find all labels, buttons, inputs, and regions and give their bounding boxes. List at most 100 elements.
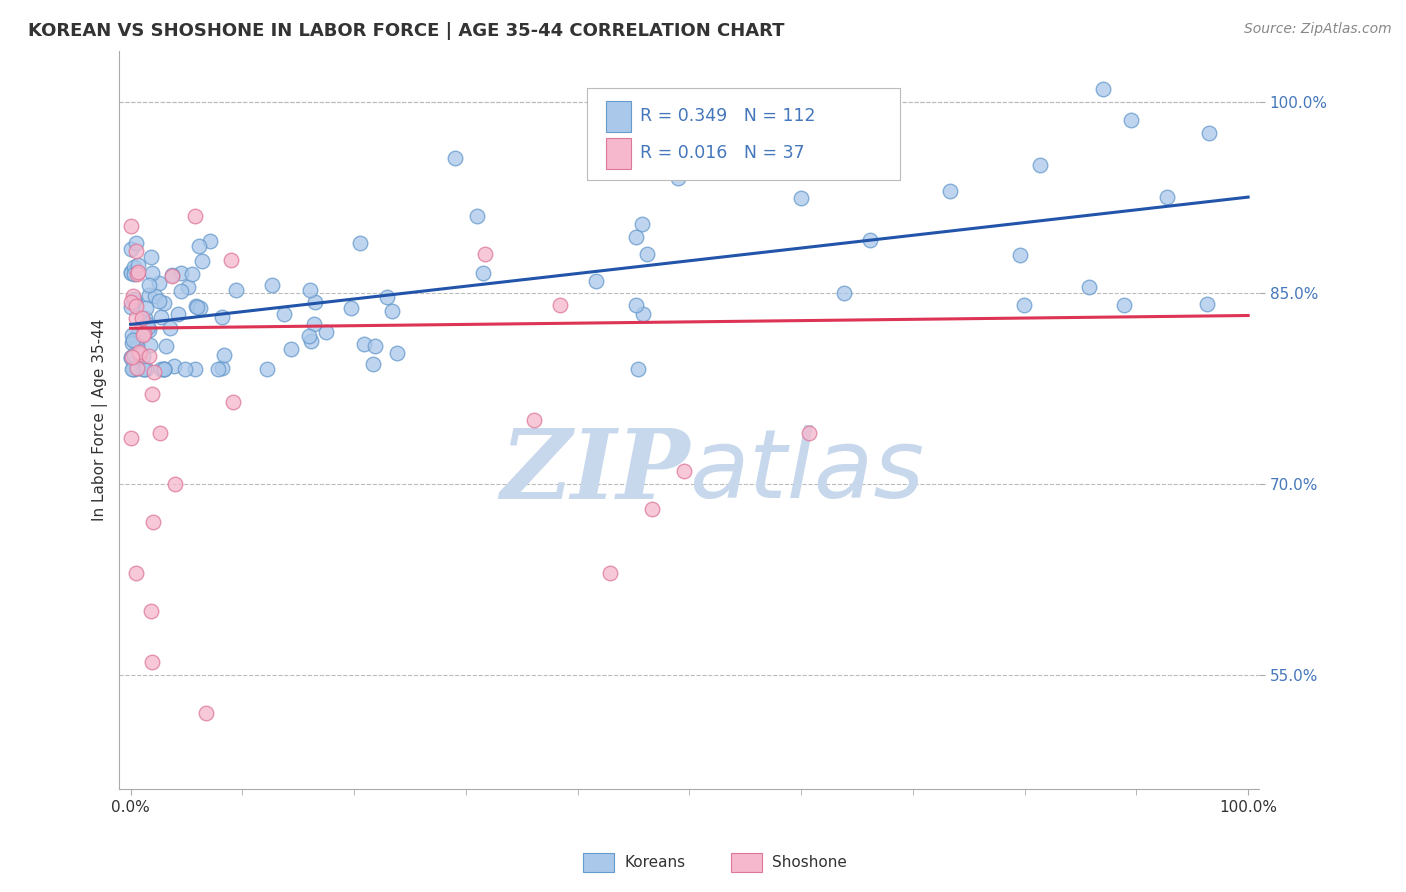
Point [125, 566, 148, 580]
Point [471, 266, 494, 280]
Point [1012, 298, 1035, 312]
Point [167, 307, 190, 321]
Point [148, 293, 170, 308]
Point [626, 298, 648, 312]
Point [125, 339, 148, 353]
Text: R = 0.016   N = 37: R = 0.016 N = 37 [640, 145, 806, 162]
Point [155, 339, 177, 353]
Point [385, 346, 408, 360]
Point [127, 264, 149, 278]
Point [121, 334, 143, 348]
Point [1008, 248, 1031, 262]
Point [1198, 126, 1220, 140]
Point [548, 298, 571, 312]
Point [262, 278, 284, 293]
Point [153, 296, 176, 310]
Point [132, 349, 155, 363]
Point [304, 318, 326, 332]
Point [160, 268, 183, 283]
Point [474, 247, 496, 261]
Point [165, 476, 187, 491]
Point [799, 425, 821, 440]
Point [153, 362, 176, 376]
Point [219, 252, 242, 267]
Point [122, 292, 145, 306]
Point [121, 335, 143, 350]
Point [198, 234, 221, 248]
Point [122, 267, 145, 281]
Point [664, 97, 686, 112]
Point [141, 387, 163, 401]
Point [298, 283, 321, 297]
Point [120, 219, 142, 233]
Point [125, 310, 148, 325]
Point [443, 152, 465, 166]
Point [1114, 298, 1136, 312]
Point [120, 265, 142, 279]
Point [1119, 113, 1142, 128]
Point [138, 349, 160, 363]
Point [256, 362, 278, 376]
Point [624, 230, 647, 244]
Point [150, 362, 173, 376]
Point [212, 348, 235, 362]
Point [170, 266, 193, 280]
Point [131, 311, 153, 326]
Point [148, 277, 170, 291]
Point [120, 351, 142, 365]
Point [149, 425, 172, 440]
Point [138, 323, 160, 337]
Point [129, 347, 152, 361]
Point [180, 267, 202, 281]
Point [633, 307, 655, 321]
Point [134, 311, 156, 326]
Point [120, 350, 142, 364]
Point [790, 191, 813, 205]
Point [195, 706, 218, 720]
Point [188, 239, 211, 253]
Point [120, 294, 142, 309]
Point [127, 267, 149, 281]
Point [121, 362, 143, 376]
Point [127, 258, 149, 272]
Point [211, 310, 233, 324]
Point [139, 604, 162, 618]
Point [124, 362, 146, 376]
Point [120, 242, 142, 256]
Point [225, 284, 247, 298]
Text: Shoshone: Shoshone [772, 855, 846, 870]
Point [122, 260, 145, 274]
Point [132, 362, 155, 376]
Text: atlas: atlas [689, 425, 924, 518]
Point [315, 325, 337, 339]
Text: ZIP: ZIP [499, 425, 689, 518]
Point [125, 299, 148, 313]
Point [122, 348, 145, 362]
Point [163, 359, 186, 374]
Point [184, 209, 207, 223]
Point [125, 333, 148, 347]
Point [381, 303, 404, 318]
Point [121, 351, 143, 365]
Point [136, 319, 159, 334]
Point [188, 301, 211, 316]
Point [122, 289, 145, 303]
Point [138, 288, 160, 302]
Point [1156, 190, 1178, 204]
Point [859, 233, 882, 247]
Point [132, 326, 155, 340]
Point [939, 185, 962, 199]
Point [375, 290, 398, 304]
Point [184, 299, 207, 313]
Point [832, 286, 855, 301]
Point [120, 266, 142, 280]
Point [141, 250, 163, 264]
Point [1197, 297, 1219, 311]
Point [150, 310, 173, 324]
Text: R = 0.349   N = 112: R = 0.349 N = 112 [640, 107, 815, 126]
Point [211, 360, 233, 375]
Point [131, 327, 153, 342]
Point [299, 334, 322, 348]
Point [143, 365, 166, 379]
Point [159, 320, 181, 334]
